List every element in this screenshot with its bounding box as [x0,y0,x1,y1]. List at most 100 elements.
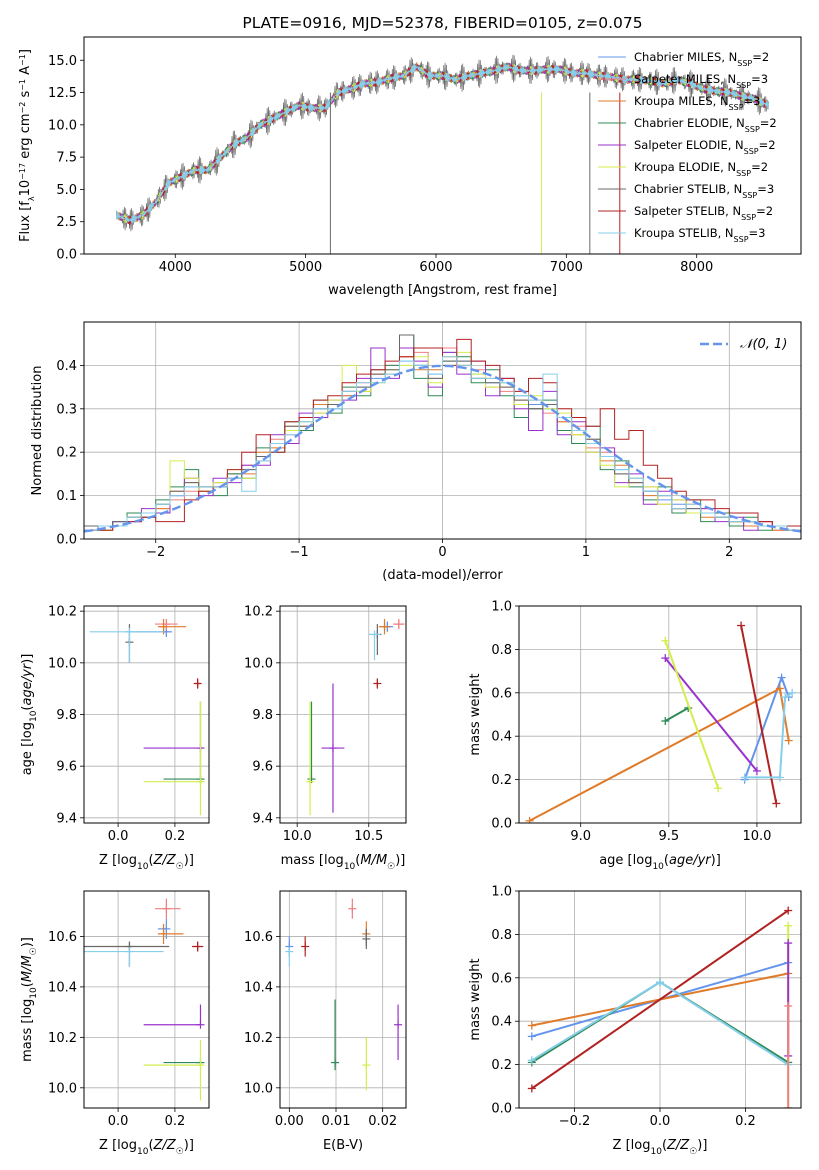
y-tick-label: 9.6 [252,760,273,775]
plot-area [525,621,797,823]
y-tick-label: 0.3 [56,402,77,417]
x-tick-label: 6000 [419,260,452,275]
y-tick-label: 0.1 [56,489,77,504]
chart-title: PLATE=0916, MJD=52378, FIBERID=0105, z=0… [242,14,642,32]
y-tick-label: 0.0 [491,1102,512,1117]
legend-label: Salpeter MILES, NSSP=3 [634,72,768,90]
y-tick-label: 12.5 [48,86,77,101]
axes-frame [83,605,210,824]
y-tick-label: 5.0 [56,183,77,198]
x-axis-label: wavelength [Angstrom, rest frame] [328,283,557,298]
y-tick-label: 10.2 [48,1031,77,1046]
x-tick-label: 0.02 [368,1114,397,1129]
axes-frame [83,36,802,255]
y-tick-label: 9.8 [252,708,273,723]
legend-label: Salpeter STELIB, NSSP=2 [634,204,773,222]
chart-2: 0.00.29.49.69.810.010.2Z [logZ/Z☉]Z [log… [20,605,210,872]
chart-0: 4000 5000 6000 7000 8000 0.0 2.5 5.0 7.5 10.0 12.5… [18,14,802,298]
x-tick-label: 2 [725,545,733,560]
plot-area [285,898,403,1091]
y-tick-label: 1.0 [491,885,512,900]
y-tick-label: 10.2 [244,605,273,620]
y-tick-label: 0.0 [56,248,77,263]
x-axis-label: Z [log10(Z/Z☉)] [613,1138,708,1157]
y-tick-label: 9.6 [56,760,77,775]
y-tick-label: 9.4 [252,811,273,826]
legend-label: Chabrier MILES, NSSP=2 [634,50,769,68]
y-tick-label: 10.6 [48,930,77,945]
y-tick-label: 0.4 [56,359,77,374]
y-tick-label: 0.4 [491,1015,512,1030]
axes-frame [83,321,802,540]
y-tick-label: 9.8 [56,708,77,723]
x-tick-label: 9.0 [570,829,591,844]
y-tick-label: 15.0 [48,54,77,69]
y-tick-label: 10.0 [244,656,273,671]
y-tick-label: 2.5 [56,215,77,230]
x-axis-label: mass [log10(M/M☉)] [281,853,406,872]
legend-label: Kroupa ELODIE, NSSP=2 [634,160,768,178]
y-tick-label: 10.0 [48,1081,77,1096]
legend-label: 𝒩(0, 1) [740,337,787,352]
x-tick-label: 0.0 [108,1114,129,1129]
y-tick-label: 0.6 [491,971,512,986]
axes-frame [83,890,210,1109]
y-tick-label: 0.8 [491,643,512,658]
chart-5: 0.00.210.010.210.410.6Z [logZ/Z☉]Z [log1… [20,890,210,1157]
y-tick-label: 0.0 [491,817,512,832]
axes-frame [518,890,802,1109]
y-tick-label: 0.2 [491,773,512,788]
legend-label: Chabrier STELIB, NSSP=3 [634,182,774,200]
x-tick-label: 9.5 [658,829,679,844]
y-tick-label: 10.4 [48,980,77,995]
y-tick-label: 0.2 [56,446,77,461]
y-tick-label: 10.4 [244,980,273,995]
x-axis-label: age [log10(age/yr)] [599,853,721,872]
legend-label: Kroupa STELIB, NSSP=3 [634,226,765,244]
legend-label: Chabrier ELODIE, NSSP=2 [634,116,777,134]
y-tick-label: 0.8 [491,928,512,943]
y-tick-label: 7.5 [56,151,77,166]
y-axis-label: mass weight [468,673,483,755]
y-tick-label: 0.4 [491,730,512,745]
y-tick-label: 1.0 [491,600,512,615]
histogram-kroupa_stelib [84,356,801,539]
y-tick-label: 10.0 [48,656,77,671]
x-tick-label: −1 [290,545,309,560]
y-axis-label: Normed distribution [30,366,45,496]
x-tick-label: 10.5 [354,829,383,844]
chart-1: −2 −1 0 1 2 0.0 0.1 0.2 0.3 0.4 (data-model)/error… [30,321,802,583]
x-tick-label: −2 [146,545,165,560]
axes-frame [279,890,407,1109]
y-tick-label: 10.6 [244,930,273,945]
legend-label: Kroupa MILES, NSSP=3 [634,94,760,112]
plot-area [306,618,405,816]
x-tick-label: 4000 [159,260,192,275]
plot-area [527,906,793,1108]
plot-area [84,334,801,539]
x-tick-label: 1 [582,545,590,560]
chart-4: 9.0 9.5 10.0 0.0 0.2 0.4 0.6 0.8 1.0 age [log10(a… [468,600,802,872]
y-tick-label: 10.0 [244,1081,273,1096]
x-tick-label: 0.0 [108,829,129,844]
x-axis-label: Z [log10(Z/Z☉)] [99,1138,194,1157]
y-tick-label: 10.2 [48,605,77,620]
x-tick-label: 10.0 [283,829,312,844]
axes-frame [279,605,407,824]
series-line-kroupa_elodie [664,640,720,789]
plot-area [116,54,769,254]
plot-area [84,898,205,1101]
plot-area [89,618,205,816]
series-line-kroupa_stelib [744,691,793,779]
x-tick-label: 5000 [289,260,322,275]
x-tick-label: 8000 [680,260,713,275]
y-tick-label: 0.2 [491,1058,512,1073]
x-tick-label: 10.0 [742,829,771,844]
x-tick-label: 0 [438,545,446,560]
y-axis-label: age [log10(age/yr)] [20,654,39,776]
x-axis-label: (data-model)/error [382,568,503,583]
